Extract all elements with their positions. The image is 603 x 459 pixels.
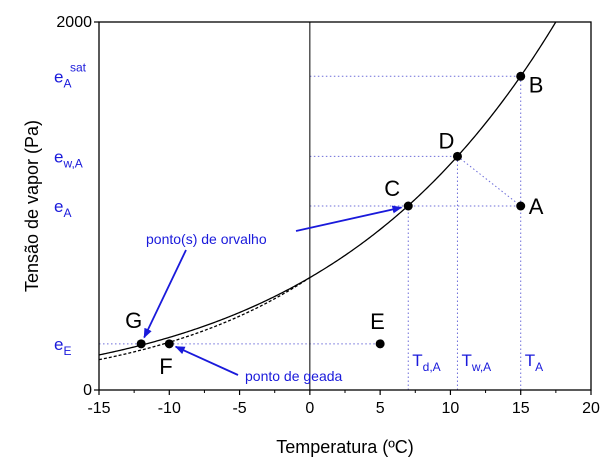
y-annotation: eA xyxy=(54,67,71,90)
x-annotation: Td,A xyxy=(412,351,440,374)
point-g xyxy=(136,339,146,349)
ice-saturation-curve xyxy=(98,277,311,361)
y-annotation-sub: E xyxy=(63,344,71,358)
point-label-g: G xyxy=(125,308,142,333)
y-annotation-main: e xyxy=(54,147,63,166)
y-annotation: eE xyxy=(54,335,71,358)
annotation-text: ponto(s) de orvalho xyxy=(146,231,267,247)
axis-ticks: -15 -10 -5 0 5 10 15 20 0 2000 xyxy=(56,14,600,417)
guide-lines xyxy=(99,22,522,390)
x-tick-label: -5 xyxy=(232,400,246,417)
point-label-c: C xyxy=(384,176,400,201)
x-axis-title: Temperatura (ºC) xyxy=(276,437,414,457)
x-tick-label: 15 xyxy=(512,400,530,417)
y-annotation-main: e xyxy=(54,335,63,354)
point-label-d: D xyxy=(438,128,454,153)
y-annotation: ew,A xyxy=(54,147,83,170)
annotation-text: ponto de geada xyxy=(245,368,343,384)
point-f xyxy=(164,339,174,349)
point-a xyxy=(516,201,526,211)
x-annotation-main: T xyxy=(461,351,471,370)
x-tick-label: -10 xyxy=(158,400,181,417)
annotation-arrow xyxy=(174,345,239,376)
guide-line xyxy=(457,155,522,207)
labels: Temperatura (ºC) Tensão de vapor (Pa) A B C D… xyxy=(22,72,544,457)
y-annotation-main: e xyxy=(54,197,63,216)
y-axis-title: Tensão de vapor (Pa) xyxy=(22,120,42,292)
y-annotation-sub: w,A xyxy=(62,156,82,170)
water-saturation-curve xyxy=(98,21,557,356)
curves xyxy=(98,21,557,361)
annotation-arrow xyxy=(143,249,187,339)
y-annotation-main: e xyxy=(54,67,63,86)
x-annotation: Tw,A xyxy=(461,351,491,374)
x-tick-label: -15 xyxy=(87,400,110,417)
point-b xyxy=(516,71,526,81)
x-tick-label: 5 xyxy=(376,400,385,417)
x-annotation-sub: d,A xyxy=(423,360,441,374)
data-points xyxy=(136,71,526,349)
x-tick-label: 10 xyxy=(442,400,460,417)
point-d xyxy=(452,151,462,161)
annotation-arrow xyxy=(295,205,403,232)
y-annotation-sub: A xyxy=(63,76,71,90)
point-c xyxy=(403,201,413,211)
x-annotation: TA xyxy=(525,351,543,374)
y-annotation: eA xyxy=(54,197,71,220)
x-annotation-sub: w,A xyxy=(471,360,491,374)
x-tick-label: 0 xyxy=(305,400,314,417)
y-annotation-sub: A xyxy=(63,206,71,220)
x-annotation-sub: A xyxy=(535,360,543,374)
point-label-b: B xyxy=(529,72,544,97)
y-tick-label: 0 xyxy=(83,382,92,399)
y-annotation-sup: sat xyxy=(70,60,87,74)
point-label-f: F xyxy=(159,354,172,379)
y-tick-label: 2000 xyxy=(56,14,92,31)
point-label-e: E xyxy=(370,309,385,334)
x-annotation-main: T xyxy=(412,351,422,370)
x-tick-label: 20 xyxy=(582,400,600,417)
x-annotation-main: T xyxy=(525,351,535,370)
point-e xyxy=(375,339,385,349)
point-label-a: A xyxy=(529,194,544,219)
